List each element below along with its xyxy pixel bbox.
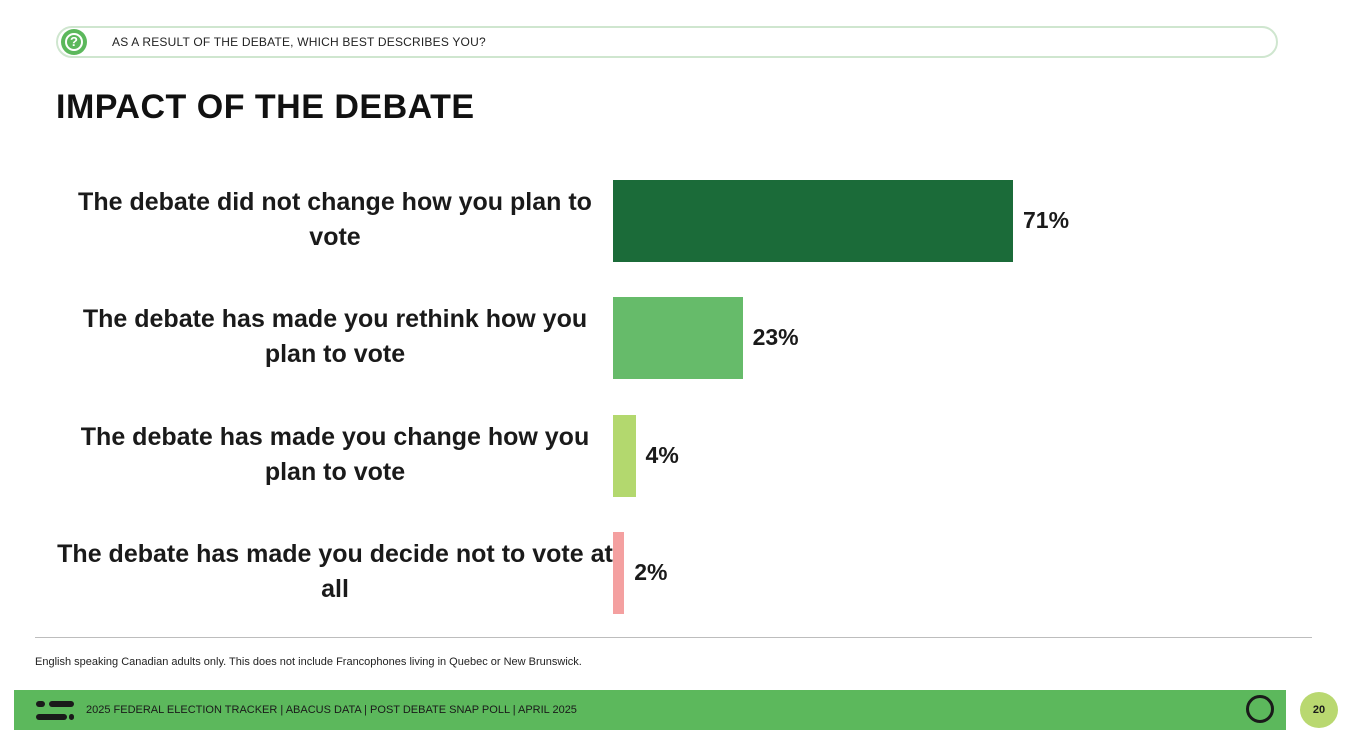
- value-label: 4%: [645, 442, 679, 468]
- footer-text: 2025 FEDERAL ELECTION TRACKER | ABACUS D…: [86, 704, 577, 716]
- category-label: The debate has made you change how you p…: [80, 423, 590, 486]
- question-banner: ? AS A RESULT OF THE DEBATE, WHICH BEST …: [56, 26, 1278, 58]
- value-label: 23%: [752, 324, 799, 350]
- value-label: 2%: [634, 559, 668, 585]
- page-number: 20: [1300, 692, 1338, 728]
- category-label: The debate has made you decide not to vo…: [57, 540, 613, 603]
- question-text: AS A RESULT OF THE DEBATE, WHICH BEST DE…: [112, 35, 486, 49]
- footnote: English speaking Canadian adults only. T…: [35, 656, 582, 668]
- divider: [35, 637, 1312, 638]
- bar: [613, 532, 625, 614]
- category-label: The debate has made you rethink how you …: [82, 305, 588, 368]
- bar: [613, 415, 636, 497]
- circle-logo-icon: [1246, 695, 1274, 723]
- abacus-logo-icon: [36, 701, 74, 721]
- bar: [613, 297, 743, 379]
- page-title: IMPACT OF THE DEBATE: [56, 88, 475, 126]
- category-label: The debate did not change how you plan t…: [78, 188, 592, 251]
- bar: [613, 180, 1013, 262]
- footer-bar: 2025 FEDERAL ELECTION TRACKER | ABACUS D…: [14, 690, 1286, 730]
- value-label: 71%: [1023, 207, 1070, 233]
- question-mark-icon: ?: [61, 29, 87, 55]
